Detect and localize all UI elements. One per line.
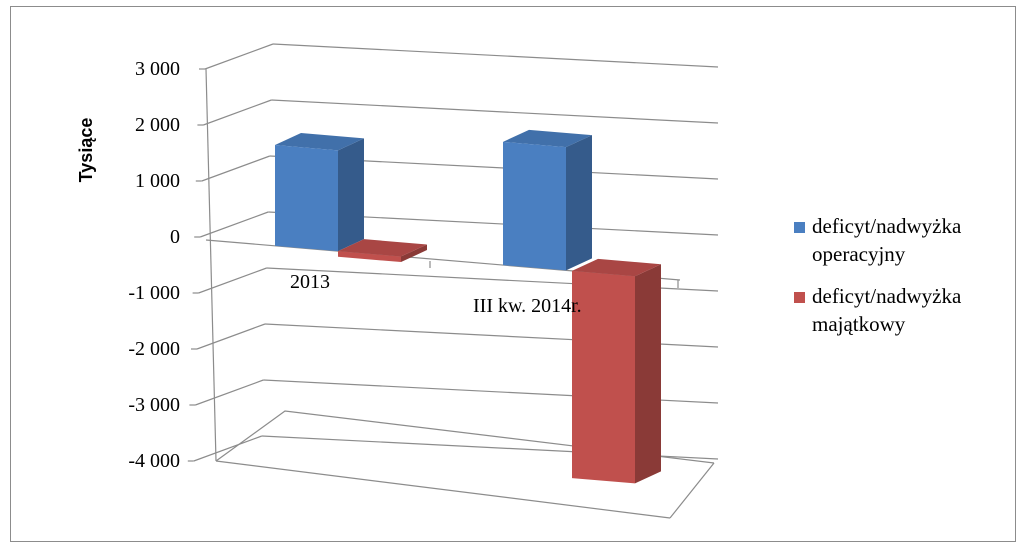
floor-right	[669, 462, 715, 519]
bar-side	[635, 264, 661, 484]
legend-label: deficyt/nadwyżka	[812, 214, 962, 238]
y-tick-label: 1 000	[135, 170, 180, 192]
y-tick-label: -1 000	[128, 282, 180, 304]
bar-side	[401, 244, 427, 263]
gridline-side	[199, 211, 269, 238]
gridline-side	[193, 435, 263, 462]
gridline-side	[204, 43, 274, 70]
y-tick-label: 0	[170, 226, 180, 248]
chart-frame	[10, 6, 1016, 542]
y-tick-label: 2 000	[135, 114, 180, 136]
x-tick-label: III kw. 2014r.	[473, 295, 582, 317]
floor-front	[215, 460, 671, 519]
y-tick-label: -4 000	[128, 450, 180, 472]
bar-side	[338, 138, 364, 252]
bar	[338, 251, 401, 263]
bar-top	[275, 133, 364, 151]
y-tick-label: -3 000	[128, 394, 180, 416]
legend-swatch	[794, 292, 805, 303]
gridline-side	[196, 323, 266, 350]
bar-side	[566, 135, 592, 271]
y-tick-label: 3 000	[135, 58, 180, 80]
legend-label: majątkowy	[812, 312, 906, 336]
gridline-side	[201, 155, 271, 182]
bar-top	[572, 258, 661, 277]
bar	[503, 141, 566, 271]
gridline-side	[203, 99, 272, 126]
bar	[572, 270, 635, 484]
bar-top	[503, 129, 592, 148]
x-tick-label: 2013	[290, 271, 330, 293]
gridline	[271, 99, 719, 124]
legend-label: deficyt/nadwyżka	[812, 284, 962, 308]
gridline-side	[198, 267, 267, 294]
y-axis-label: Tysiące	[76, 118, 96, 183]
y-tick-label: -2 000	[128, 338, 180, 360]
legend-swatch	[794, 222, 805, 233]
floor-back	[215, 410, 715, 464]
bar	[275, 145, 338, 252]
y-axis-line	[205, 68, 217, 462]
gridline-side	[195, 379, 264, 406]
gridline	[272, 43, 719, 68]
bar-top	[338, 239, 427, 257]
legend-label: operacyjny	[812, 242, 906, 266]
